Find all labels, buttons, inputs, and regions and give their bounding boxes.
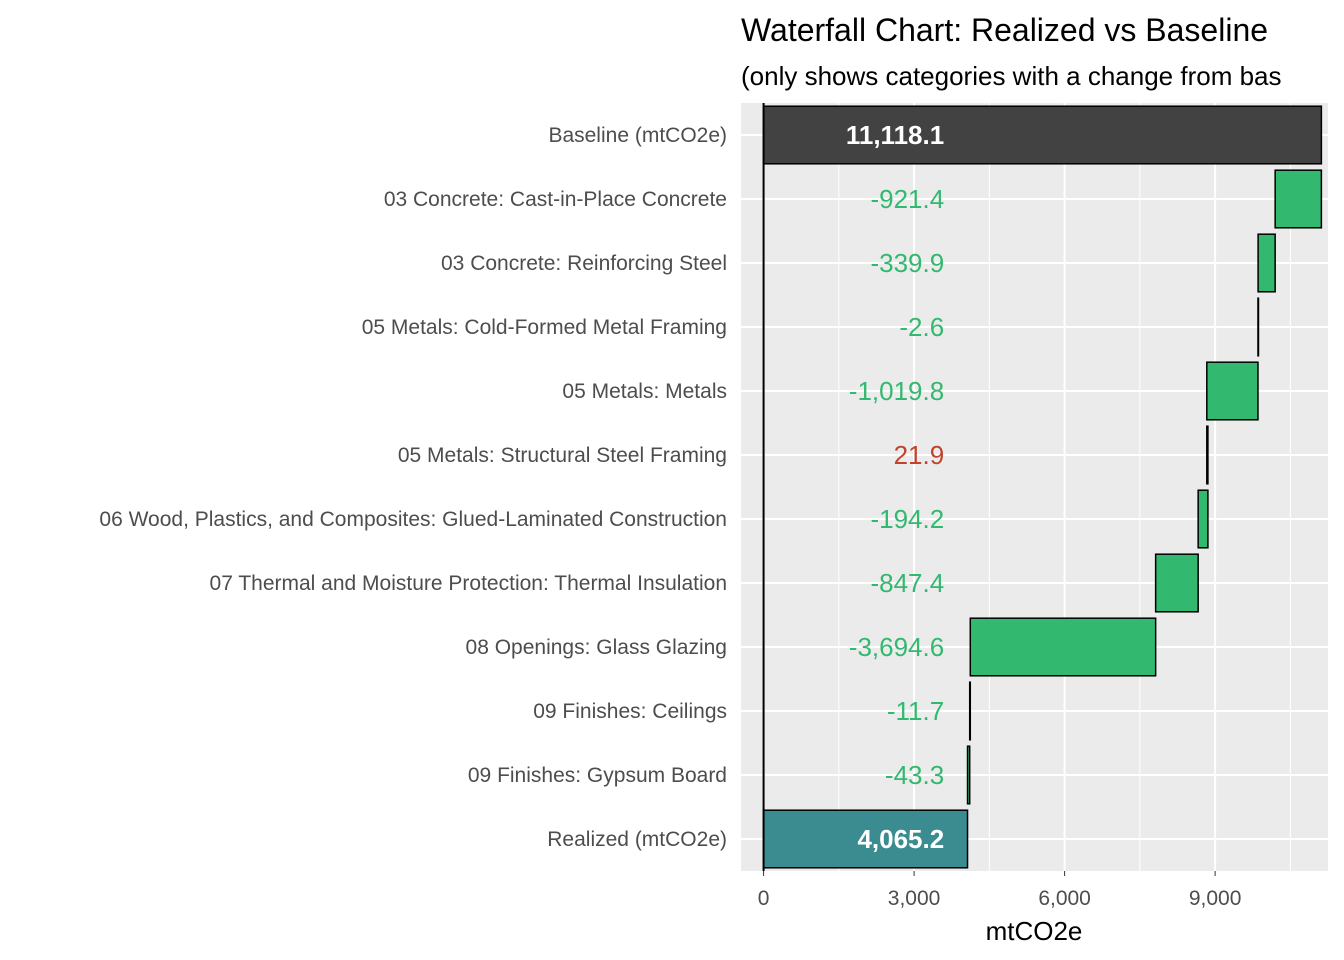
x-tick-label: 6,000	[1038, 887, 1091, 910]
x-tick-label: 9,000	[1189, 887, 1242, 910]
value-label: -1,019.8	[849, 376, 944, 406]
bar-decrease	[1206, 361, 1259, 421]
category-label: 03 Concrete: Cast-in-Place Concrete	[384, 188, 727, 211]
category-label: 08 Openings: Glass Glazing	[466, 636, 727, 659]
bar-decrease	[1257, 297, 1260, 357]
value-label: 4,065.2	[857, 824, 944, 854]
bar-decrease	[1197, 489, 1209, 549]
bars-layer	[762, 105, 1323, 869]
value-label: 11,118.1	[846, 120, 944, 150]
category-label: Realized (mtCO2e)	[547, 828, 727, 851]
category-label: 05 Metals: Metals	[562, 380, 727, 403]
x-axis-ticks: 0 3,000 6,000 9,000	[758, 871, 1242, 910]
category-label: 05 Metals: Structural Steel Framing	[398, 444, 727, 467]
value-label: -194.2	[870, 504, 944, 534]
category-label: 09 Finishes: Gypsum Board	[468, 764, 727, 787]
x-tick-label: 0	[758, 887, 770, 910]
value-labels: 11,118.1 -921.4 -339.9 -2.6 -1,019.8 21.9 -194…	[846, 120, 944, 854]
minor-gridlines	[838, 103, 1291, 871]
value-label: -11.7	[887, 696, 944, 726]
bar-decrease	[966, 745, 971, 805]
value-label: -3,694.6	[849, 632, 944, 662]
value-label: -2.6	[899, 312, 944, 342]
category-label: 05 Metals: Cold-Formed Metal Framing	[362, 316, 727, 339]
category-label: 03 Concrete: Reinforcing Steel	[441, 252, 727, 275]
chart-title: Waterfall Chart: Realized vs Baseline	[741, 12, 1268, 48]
chart-subtitle: (only shows categories with a change fro…	[741, 61, 1282, 91]
bar-increase	[1206, 425, 1209, 485]
bar-decrease	[968, 681, 972, 741]
x-axis-title: mtCO2e	[986, 916, 1083, 946]
category-label: 07 Thermal and Moisture Protection: Ther…	[210, 572, 727, 595]
category-label: Baseline (mtCO2e)	[548, 124, 727, 147]
bar-decrease	[1274, 169, 1323, 229]
plot-panel	[741, 103, 1328, 871]
bar-decrease	[1257, 233, 1276, 293]
value-label: 21.9	[894, 440, 945, 470]
category-label: 06 Wood, Plastics, and Composites: Glued…	[99, 508, 727, 531]
value-label: -847.4	[870, 568, 944, 598]
x-tick-label: 3,000	[888, 887, 941, 910]
category-axis-labels: Baseline (mtCO2e) 03 Concrete: Cast-in-Pl…	[99, 124, 727, 851]
value-label: -921.4	[870, 184, 944, 214]
bar-decrease	[1154, 553, 1199, 613]
value-label: -339.9	[870, 248, 944, 278]
category-label: 09 Finishes: Ceilings	[533, 700, 727, 723]
value-label: -43.3	[885, 760, 944, 790]
bar-decrease	[969, 617, 1157, 677]
